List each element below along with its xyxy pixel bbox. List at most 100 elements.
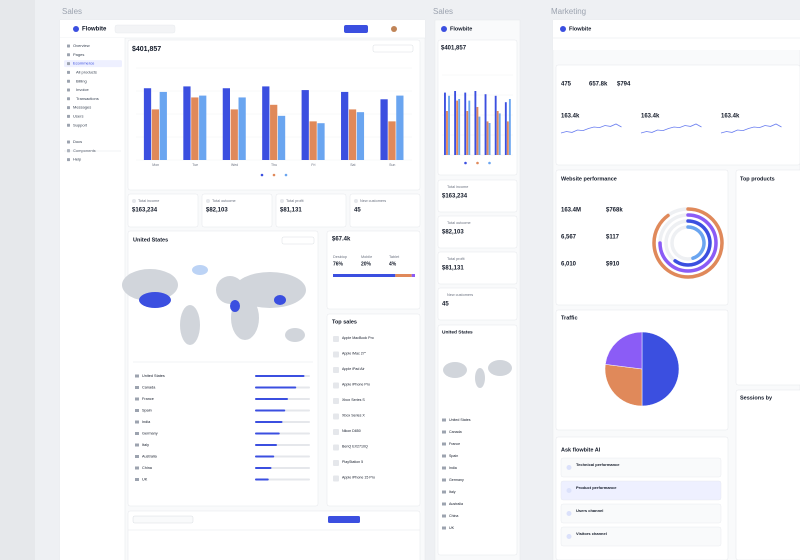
- product-thumb: [333, 382, 339, 389]
- kpi-card: [555, 64, 800, 166]
- new-button[interactable]: [344, 25, 368, 33]
- map-shape: [475, 368, 485, 388]
- nav-item: Support: [73, 122, 88, 127]
- nav-icon: [67, 114, 70, 118]
- map-shape: [180, 305, 200, 345]
- topbar: [553, 20, 800, 50]
- nav-item: Ecommerce: [73, 61, 95, 66]
- nav-icon: [67, 140, 70, 144]
- date-picker: [372, 44, 414, 53]
- country: India: [449, 466, 457, 470]
- product-thumb: [333, 475, 339, 482]
- map-shape: [285, 328, 305, 342]
- legend-dot: [488, 161, 491, 165]
- sparkline: [560, 123, 622, 134]
- bar: [380, 99, 388, 160]
- bar: [474, 91, 477, 155]
- kpi-value: $794: [617, 82, 631, 88]
- country: China: [142, 466, 153, 470]
- country: Germany: [142, 432, 158, 436]
- nav-icon: [67, 123, 70, 127]
- flag: [442, 490, 446, 494]
- ai-item[interactable]: [560, 480, 722, 501]
- brand: Flowbite: [82, 27, 107, 33]
- map-card: [437, 324, 518, 556]
- kpi-value: 657.8k: [589, 82, 608, 88]
- bar: [356, 112, 365, 160]
- performance-value: 6,010: [561, 262, 577, 268]
- nav-item: Components: [73, 148, 96, 153]
- add-button[interactable]: [328, 516, 360, 523]
- bar: [484, 94, 487, 155]
- product-thumb: [333, 444, 339, 451]
- nav-item: Docs: [73, 139, 82, 144]
- bar: [301, 90, 309, 160]
- map-shape: [488, 360, 512, 376]
- legend-dot: [272, 173, 276, 177]
- stat-card: [437, 251, 518, 285]
- flag: [135, 432, 139, 435]
- bar: [458, 99, 461, 155]
- share-bar: [255, 467, 272, 469]
- bar: [506, 121, 509, 155]
- stat-label: New customers: [447, 293, 473, 297]
- bar: [388, 121, 396, 160]
- x-tick-label: Mon: [152, 163, 159, 167]
- share-bar: [255, 409, 286, 412]
- flag: [135, 478, 139, 481]
- product-thumb: [333, 460, 339, 466]
- bar: [348, 109, 357, 160]
- stat-card: [349, 193, 421, 228]
- logo: [73, 26, 79, 32]
- stat-value: $163,234: [442, 194, 468, 200]
- stat-label: Total profit: [286, 199, 304, 203]
- ai-item[interactable]: [560, 526, 722, 547]
- side-card: [735, 169, 800, 386]
- nav-icon: [67, 88, 70, 92]
- x-tick-label: Sun: [389, 163, 395, 167]
- flag: [442, 430, 446, 434]
- nav-item: Messages: [73, 105, 91, 110]
- ring: [673, 219, 712, 267]
- product-thumb: [333, 429, 339, 435]
- flag: [135, 397, 139, 401]
- devices-card: [326, 230, 421, 310]
- map-title: United States: [442, 329, 473, 335]
- performance-value: 6,567: [561, 235, 577, 241]
- ai-item[interactable]: [560, 503, 722, 524]
- country: Canada: [142, 386, 156, 390]
- topbar: [60, 20, 425, 38]
- device-bar: [333, 274, 396, 277]
- stat-label: New customers: [360, 199, 386, 203]
- stat-value: $163,234: [132, 208, 158, 214]
- bar: [496, 111, 499, 155]
- country: China: [449, 514, 458, 518]
- product-name: Apple iPhone Pro: [342, 382, 370, 386]
- product-name: Apple iMac 27": [342, 351, 367, 355]
- country: Italy: [142, 443, 149, 447]
- performance-value: $768k: [606, 208, 623, 214]
- flag: [442, 514, 446, 518]
- product-thumb: [333, 351, 339, 358]
- stat-value: 45: [354, 208, 361, 214]
- bar: [151, 109, 160, 160]
- performance-value: $117: [606, 235, 620, 241]
- map-shape: [443, 362, 467, 378]
- ai-icon: [566, 465, 572, 470]
- bar: [191, 97, 199, 160]
- trend-value: 163.4k: [641, 114, 660, 120]
- device-bar: [395, 274, 412, 277]
- bar: [476, 107, 479, 155]
- share-track: [255, 478, 310, 481]
- bar: [504, 102, 507, 155]
- ai-item[interactable]: [560, 457, 722, 478]
- stat-card: [437, 287, 518, 321]
- stat-value: $82,103: [206, 208, 228, 214]
- bar: [444, 92, 446, 155]
- bar: [488, 123, 491, 155]
- report-button[interactable]: [281, 236, 315, 245]
- side-card: [735, 389, 800, 560]
- pie-slice: [604, 364, 643, 407]
